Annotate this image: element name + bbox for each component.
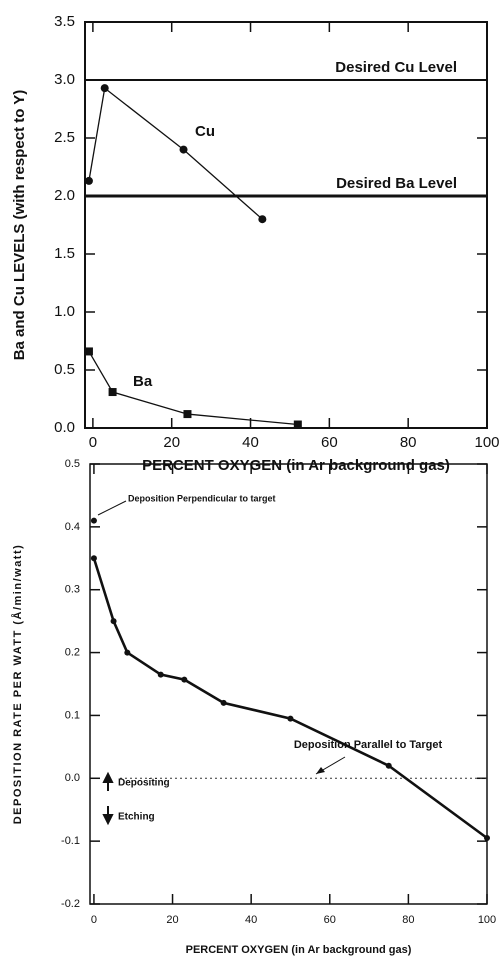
marker — [484, 835, 490, 841]
series-line — [88, 351, 298, 426]
y-tick-label: 0.0 — [54, 419, 75, 436]
x-tick-label: 60 — [324, 914, 336, 926]
marker — [287, 715, 294, 722]
x-tick-label: 0 — [89, 434, 97, 451]
y-tick-label: 2.0 — [54, 187, 75, 204]
marker — [179, 145, 188, 154]
series-label: Ba — [133, 373, 153, 390]
series-label: Deposition Parallel to Target — [294, 739, 443, 751]
x-tick-label: 100 — [474, 434, 499, 451]
series-line — [92, 557, 488, 840]
x-tick-label: 60 — [321, 434, 338, 451]
marker — [293, 420, 302, 429]
marker — [183, 410, 192, 419]
y-tick-label: 1.0 — [54, 303, 75, 320]
marker — [100, 84, 109, 93]
marker — [84, 347, 93, 356]
marker — [258, 215, 267, 224]
x-tick-label: 80 — [402, 914, 414, 926]
arrow-head — [316, 767, 325, 774]
marker — [385, 762, 392, 769]
y-tick-label: 0.1 — [65, 709, 80, 721]
y-tick-label: 0.5 — [54, 361, 75, 378]
annotation: Etching — [118, 812, 155, 823]
y-tick-label: 1.5 — [54, 245, 75, 262]
marker — [124, 649, 131, 656]
series-label: Deposition Perpendicular to target — [128, 493, 276, 503]
marker — [90, 517, 97, 524]
y-tick-label: 0.5 — [65, 458, 80, 470]
x-tick-label: 20 — [166, 914, 178, 926]
y-tick-label: 0.4 — [65, 521, 80, 533]
series-label: Cu — [195, 123, 215, 140]
y-tick-label: 3.5 — [54, 13, 75, 30]
annotation: Depositing — [118, 778, 170, 789]
x-axis-label: PERCENT OXYGEN (in Ar background gas) — [142, 457, 450, 474]
arrow-down — [102, 806, 114, 826]
x-tick-label: 0 — [91, 914, 97, 926]
x-tick-label: 40 — [245, 914, 257, 926]
y-tick-label: 0.3 — [65, 584, 80, 596]
series-line — [88, 86, 263, 220]
y-tick-label: -0.2 — [61, 898, 80, 910]
y-tick-label: 2.5 — [54, 129, 75, 146]
x-tick-label: 100 — [478, 914, 496, 926]
arrow — [97, 500, 127, 516]
y-tick-label: 0.0 — [65, 772, 80, 784]
y-tick-label: 3.0 — [54, 71, 75, 88]
arrow-up — [102, 771, 114, 791]
y-axis-label: Ba and Cu LEVELS (with respect to Y) — [11, 90, 28, 361]
y-tick-label: 0.2 — [65, 646, 80, 658]
marker — [181, 676, 188, 683]
x-tick-label: 40 — [242, 434, 259, 451]
marker — [84, 176, 93, 185]
x-axis-label: PERCENT OXYGEN (in Ar background gas) — [186, 944, 412, 956]
plot-frame — [89, 463, 488, 905]
marker — [108, 388, 117, 397]
plot-frame — [84, 21, 488, 429]
marker — [220, 699, 227, 706]
marker — [157, 671, 164, 678]
y-tick-label: -0.1 — [61, 835, 80, 847]
marker — [90, 555, 97, 562]
y-axis-label: DEPOSITION RATE PER WATT (Å/min/watt) — [11, 544, 24, 825]
reference-label: Desired Cu Level — [335, 59, 457, 76]
marker — [110, 618, 117, 625]
x-tick-label: 20 — [163, 434, 180, 451]
reference-label: Desired Ba Level — [336, 175, 457, 192]
x-tick-label: 80 — [400, 434, 417, 451]
